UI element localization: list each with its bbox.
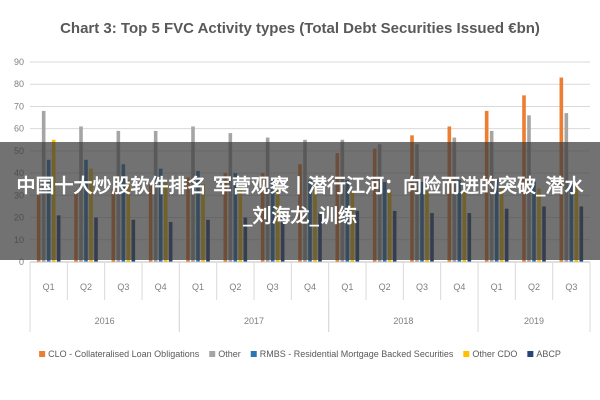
x-tick-label: Q2 [379,282,391,292]
x-tick-label: Q4 [155,282,167,292]
legend-swatch [209,351,216,357]
legend: CLO - Collateralised Loan Obligations Oth… [39,349,561,359]
y-tick-label: 70 [14,101,24,111]
legend-swatch [527,351,534,357]
y-tick-label: 0 [19,257,24,267]
x-tick-label: Q1 [491,282,503,292]
x-tick-label: Q1 [192,282,204,292]
x-tick-label: Q3 [416,282,428,292]
x-group-label: 2018 [393,316,413,326]
legend-label: Other [218,349,241,359]
x-tick-label: Q3 [267,282,279,292]
x-tick-label: Q2 [229,282,241,292]
legend-swatch [39,351,46,357]
legend-swatch [463,351,470,357]
x-tick-label: Q3 [117,282,129,292]
caption-overlay: 中国十大炒股软件排名 军营观察丨潜行江河：向险而进的突破_潜水_刘海龙_训练 [0,142,600,260]
chart-title: Chart 3: Top 5 FVC Activity types (Total… [60,20,540,37]
caption-text: 中国十大炒股软件排名 军营观察丨潜行江河：向险而进的突破_潜水_刘海龙_训练 [16,175,584,227]
x-tick-label: Q1 [341,282,353,292]
y-tick-label: 90 [14,57,24,67]
x-tick-label: Q3 [565,282,577,292]
legend-label: RMBS - Residential Mortgage Backed Secur… [260,349,454,359]
legend-label: ABCP [536,349,561,359]
x-tick-label: Q2 [80,282,92,292]
y-tick-label: 80 [14,79,24,89]
y-tick-label: 60 [14,124,24,134]
legend-label: Other CDO [472,349,517,359]
x-group-label: 2017 [244,316,264,326]
legend-swatch [250,351,257,357]
x-tick-label: Q1 [43,282,55,292]
x-group-label: 2016 [95,316,115,326]
legend-label: CLO - Collateralised Loan Obligations [48,349,200,359]
x-tick-label: Q4 [453,282,465,292]
x-tick-label: Q2 [528,282,540,292]
x-tick-label: Q4 [304,282,316,292]
x-axis: Q1 Q2 Q3 Q4 Q1 Q2 Q3 Q4 Q1 Q2 Q3 Q4 Q1 Q2 Q3 2016 2017 20… [29,261,591,332]
x-group-label: 2019 [524,316,544,326]
